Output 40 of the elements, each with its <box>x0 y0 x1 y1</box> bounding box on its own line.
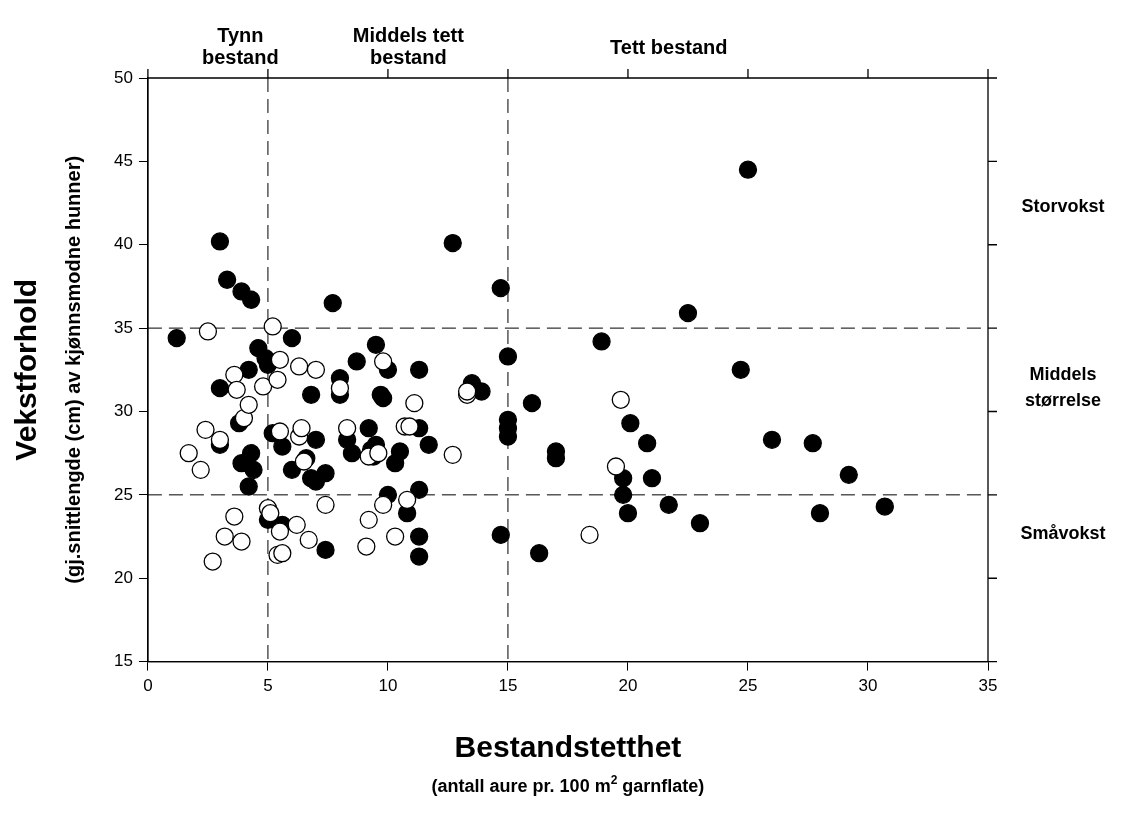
y-tick-label: 20 <box>113 567 133 587</box>
point <box>292 419 311 438</box>
text: (gj.snittlengde (cm) av kjønnsmodne hunner) <box>61 155 84 584</box>
point <box>263 317 282 336</box>
y-tick-label: 25 <box>113 484 133 504</box>
text: Tett bestand <box>610 36 728 58</box>
x-axis-title: Bestandstetthet <box>454 729 682 763</box>
x-tick-label: 5 <box>263 676 273 696</box>
x-tick-label: 25 <box>738 676 758 696</box>
point <box>198 322 218 341</box>
point <box>400 417 419 436</box>
point <box>330 378 350 398</box>
y-tick-label: 50 <box>113 67 133 87</box>
y-tick-label: 45 <box>113 151 133 171</box>
y-tick-label: 35 <box>113 317 133 337</box>
x-tick-label: 20 <box>618 676 638 696</box>
text: Middels størrelse <box>1024 364 1102 411</box>
text: Småvokst <box>1020 523 1106 544</box>
text: Storvokst <box>1021 196 1105 217</box>
point <box>270 522 290 541</box>
point <box>373 352 393 371</box>
point <box>273 544 292 563</box>
y-axis-title: Vekstforhold <box>8 278 42 461</box>
point <box>270 422 290 441</box>
text: Middels tett bestand <box>352 24 465 68</box>
point <box>337 419 357 438</box>
point <box>397 490 417 510</box>
text: Tynn bestand <box>201 24 279 68</box>
x-tick-label: 10 <box>378 676 398 696</box>
y-tick-label: 40 <box>113 234 133 254</box>
x-tick-label: 35 <box>978 676 998 696</box>
point <box>261 504 280 523</box>
x-tick-label: 15 <box>498 676 518 696</box>
point <box>369 444 388 463</box>
y-tick-label: 30 <box>113 401 133 421</box>
x-tick-label: 0 <box>143 676 153 696</box>
point <box>373 495 393 515</box>
y-tick-label: 15 <box>113 651 133 671</box>
point <box>210 430 230 449</box>
x-tick-label: 30 <box>858 676 878 696</box>
